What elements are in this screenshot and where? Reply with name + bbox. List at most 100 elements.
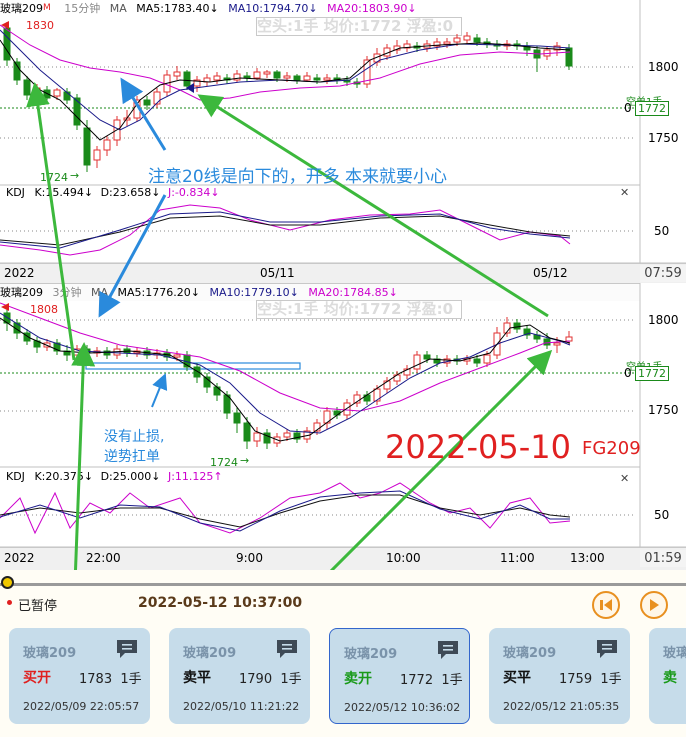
bottom-kdj-d: D:25.000↓ (100, 470, 161, 483)
trade-card-time: 2022/05/09 22:05:57 (23, 700, 140, 713)
chat-bubble-icon[interactable] (436, 639, 460, 661)
bottom-time-label-3: 10:00 (386, 551, 421, 565)
red-dot-icon (7, 600, 12, 605)
candle-body (233, 412, 241, 424)
bottom-kdj-close-icon[interactable]: ✕ (620, 472, 629, 485)
candle-body (253, 432, 261, 442)
trade-card-price: 1772 1手 (400, 673, 463, 688)
trade-card-time: 2022/05/12 21:05:35 (503, 700, 620, 713)
trade-card-name: 玻璃209 (503, 646, 557, 661)
top-kdj-close-icon[interactable]: ✕ (620, 186, 629, 199)
bottom-low-arrow-icon: → (240, 454, 250, 467)
top-ma-label[interactable]: MA (109, 2, 127, 15)
bottom-time-label-5: 13:00 (570, 551, 605, 565)
trade-card[interactable]: 玻璃209 买开 1783 1手 2022/05/09 22:05:57 (9, 628, 150, 724)
top-low-label: 1724 (40, 171, 68, 184)
bottom-time-label-4: 11:00 (500, 551, 535, 565)
trade-card[interactable]: 玻璃209 买平 1759 1手 2022/05/12 21:05:35 (489, 628, 630, 724)
top-kdj-title[interactable]: KDJ (6, 186, 25, 199)
candle-body (233, 73, 241, 81)
top-ma20-value: MA20:1803.90↓ (327, 2, 417, 15)
trade-card-time: 2022/05/12 10:36:02 (344, 701, 461, 714)
play-position-dot-icon[interactable] (1, 576, 14, 589)
bottom-ma5-line (0, 317, 571, 442)
trade-cards-strip: 玻璃209 买开 1783 1手 2022/05/09 22:05:57 玻璃2… (0, 620, 686, 737)
candle-body (343, 402, 351, 416)
bottom-chart-3min[interactable]: 玻璃209 3分钟 MA MA5:1776.20↓ MA10:1779.10↓ … (0, 283, 686, 570)
top-kdj-j: J:-0.834↓ (167, 186, 220, 199)
candle-body (273, 71, 281, 79)
candle-body (83, 127, 91, 166)
trade-card-selected[interactable]: 玻璃209 卖开 1772 1手 2022/05/12 10:36:02 (329, 628, 470, 724)
top-chart-info-bar: 玻璃209M 15分钟 MA MA5:1783.40↓ MA10:1794.70… (0, 0, 640, 17)
trade-card-action: 卖平 (183, 670, 211, 686)
bottom-kdj-j-line (0, 482, 571, 535)
candle-body (303, 75, 311, 81)
candle-body (565, 336, 573, 342)
bottom-kdj-title[interactable]: KDJ (6, 470, 25, 483)
bottom-price-axis: 1800 空单1手 0 1772 1750 50 (624, 283, 686, 547)
candle-body (553, 342, 561, 346)
candle-body (313, 77, 321, 81)
candle-body (565, 47, 573, 67)
bottom-time-axis: 2022 22:00 9:00 10:00 11:00 13:00 01:59 (0, 547, 686, 570)
candle-body (243, 75, 251, 79)
trade-card-time: 2022/05/10 11:21:22 (183, 700, 300, 713)
bottom-kdj-k: K:20.375↓ (34, 470, 94, 483)
trade-card-action: 买开 (23, 670, 51, 686)
top-tick-1800: 1800 (648, 60, 679, 74)
candle-body (183, 71, 191, 87)
candle-body (263, 71, 271, 75)
candle-body (293, 75, 301, 81)
playback-track[interactable] (0, 583, 686, 586)
candle-body (173, 354, 181, 358)
top-ma5-value: MA5:1783.40↓ (136, 2, 219, 15)
trade-card-partial[interactable]: 玻璃 卖 (649, 628, 686, 724)
bottom-kdj-tick-50: 50 (654, 508, 670, 522)
chat-bubble-icon[interactable] (275, 638, 299, 660)
candle-body (23, 332, 31, 342)
candle-body (553, 45, 561, 51)
annotation-code: FG209 (582, 438, 641, 459)
bottom-chart-canvas: ✕ (0, 283, 686, 570)
candle-body (523, 328, 531, 336)
candle-body (23, 79, 31, 96)
top-position-box: 空头:1手 均价:1772 浮盈:0 (256, 17, 462, 36)
candle-body (333, 410, 341, 416)
bottom-cost-marker: 0 (624, 366, 632, 380)
candle-body (363, 59, 371, 85)
candle-body (3, 27, 11, 61)
bottom-time-label-1: 22:00 (86, 551, 121, 565)
previous-circle-icon[interactable] (592, 591, 620, 619)
top-ma20-line (0, 24, 571, 101)
bottom-tick-1750: 1750 (648, 403, 679, 417)
chat-bubble-icon[interactable] (595, 638, 619, 660)
trade-card-name: 玻璃209 (183, 646, 237, 661)
candle-body (513, 322, 521, 330)
candle-body (13, 322, 21, 334)
top-kdj-d: D:23.658↓ (100, 186, 161, 199)
trade-card-action: 卖开 (344, 671, 372, 687)
candle-body (403, 43, 411, 49)
candle-body (133, 99, 141, 119)
candle-body (173, 71, 181, 77)
top-chart-canvas: ✕ (0, 0, 686, 283)
top-chart-15min[interactable]: 玻璃209M 15分钟 MA MA5:1783.40↓ MA10:1794.70… (0, 0, 686, 283)
candle-body (243, 422, 251, 442)
candle-body (203, 376, 211, 388)
candle-body (323, 77, 331, 81)
candle-body (443, 41, 451, 45)
candle-body (423, 354, 431, 360)
bottom-kdj-j: J:11.125↑ (167, 470, 223, 483)
top-period-label[interactable]: 15分钟 (64, 2, 101, 15)
bottom-symbol-label: 玻璃209 (0, 286, 43, 299)
annotation-ma20-note: 注意20线是向下的，开多 本来就要小心 (148, 167, 448, 187)
next-circle-icon[interactable] (640, 591, 668, 619)
chat-bubble-icon[interactable] (115, 638, 139, 660)
top-cost-price: 1772 (635, 101, 669, 116)
candle-body (483, 354, 491, 364)
candle-body (143, 99, 151, 106)
trade-card-price: 1783 1手 (79, 672, 142, 687)
candle-body (413, 354, 421, 370)
trade-card[interactable]: 玻璃209 卖平 1790 1手 2022/05/10 11:21:22 (169, 628, 310, 724)
